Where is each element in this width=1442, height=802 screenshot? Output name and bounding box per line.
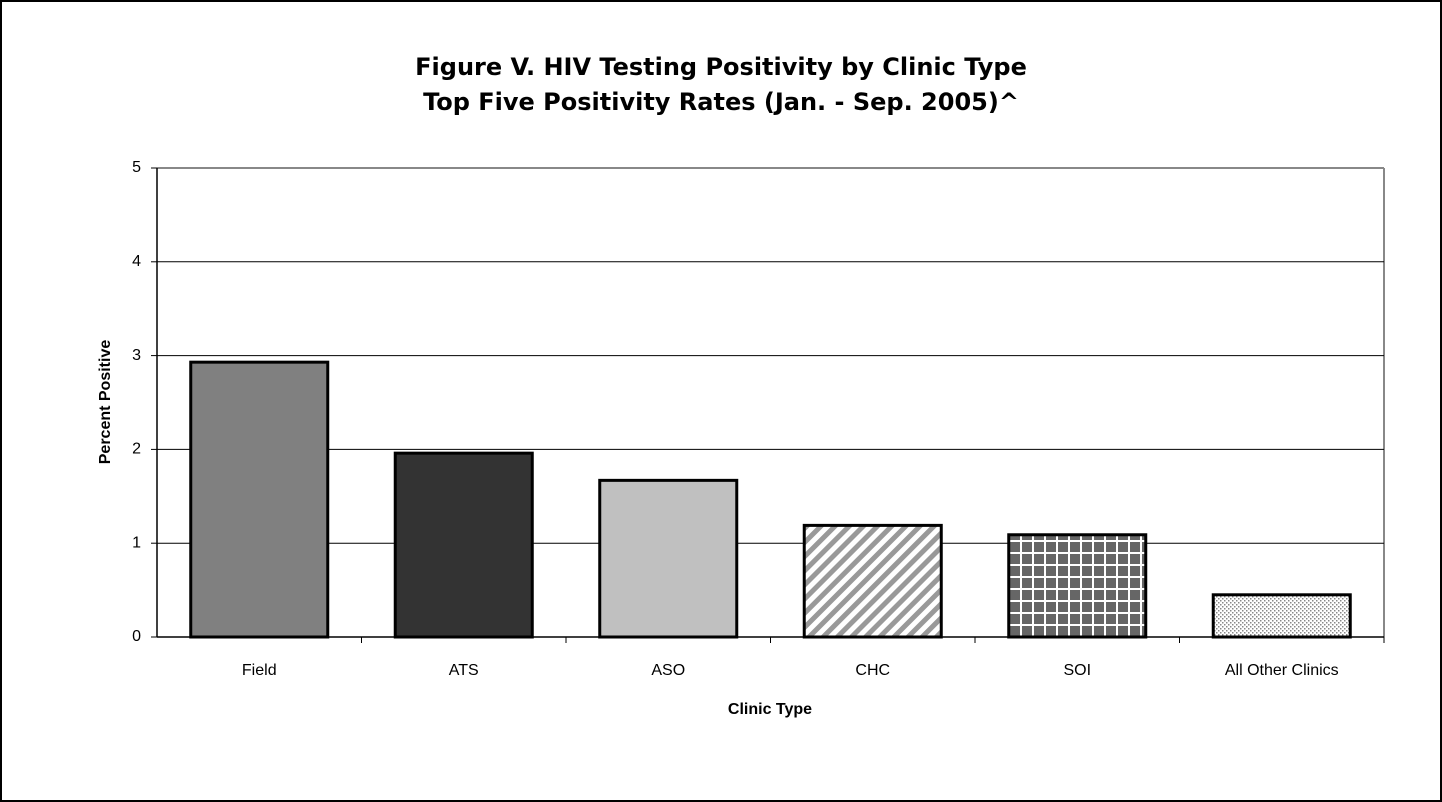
y-tick-label: 5 [132,159,141,176]
bar [393,451,534,639]
y-tick-label: 1 [132,534,141,551]
y-tick-label: 0 [132,628,141,645]
bar [1007,533,1148,639]
x-tick-label: SOI [1063,662,1091,679]
x-tick-label: ASO [651,662,685,679]
y-tick-label: 4 [132,253,141,270]
chart-title: Figure V. HIV Testing Positivity by Clin… [415,53,1027,81]
y-tick-label: 3 [132,347,141,364]
x-tick-label: ATS [449,662,479,679]
chart-subtitle: Top Five Positivity Rates (Jan. - Sep. 2… [423,88,1019,116]
x-tick-label: Field [242,662,277,679]
x-tick-label: CHC [855,662,890,679]
bar [598,478,739,639]
y-axis-label: Percent Positive [97,340,114,465]
x-axis-label: Clinic Type [728,701,812,718]
x-tick-label: All Other Clinics [1225,662,1339,679]
bar [802,523,943,639]
y-tick-label: 2 [132,441,141,458]
bar [1211,593,1352,639]
bar [189,360,330,639]
